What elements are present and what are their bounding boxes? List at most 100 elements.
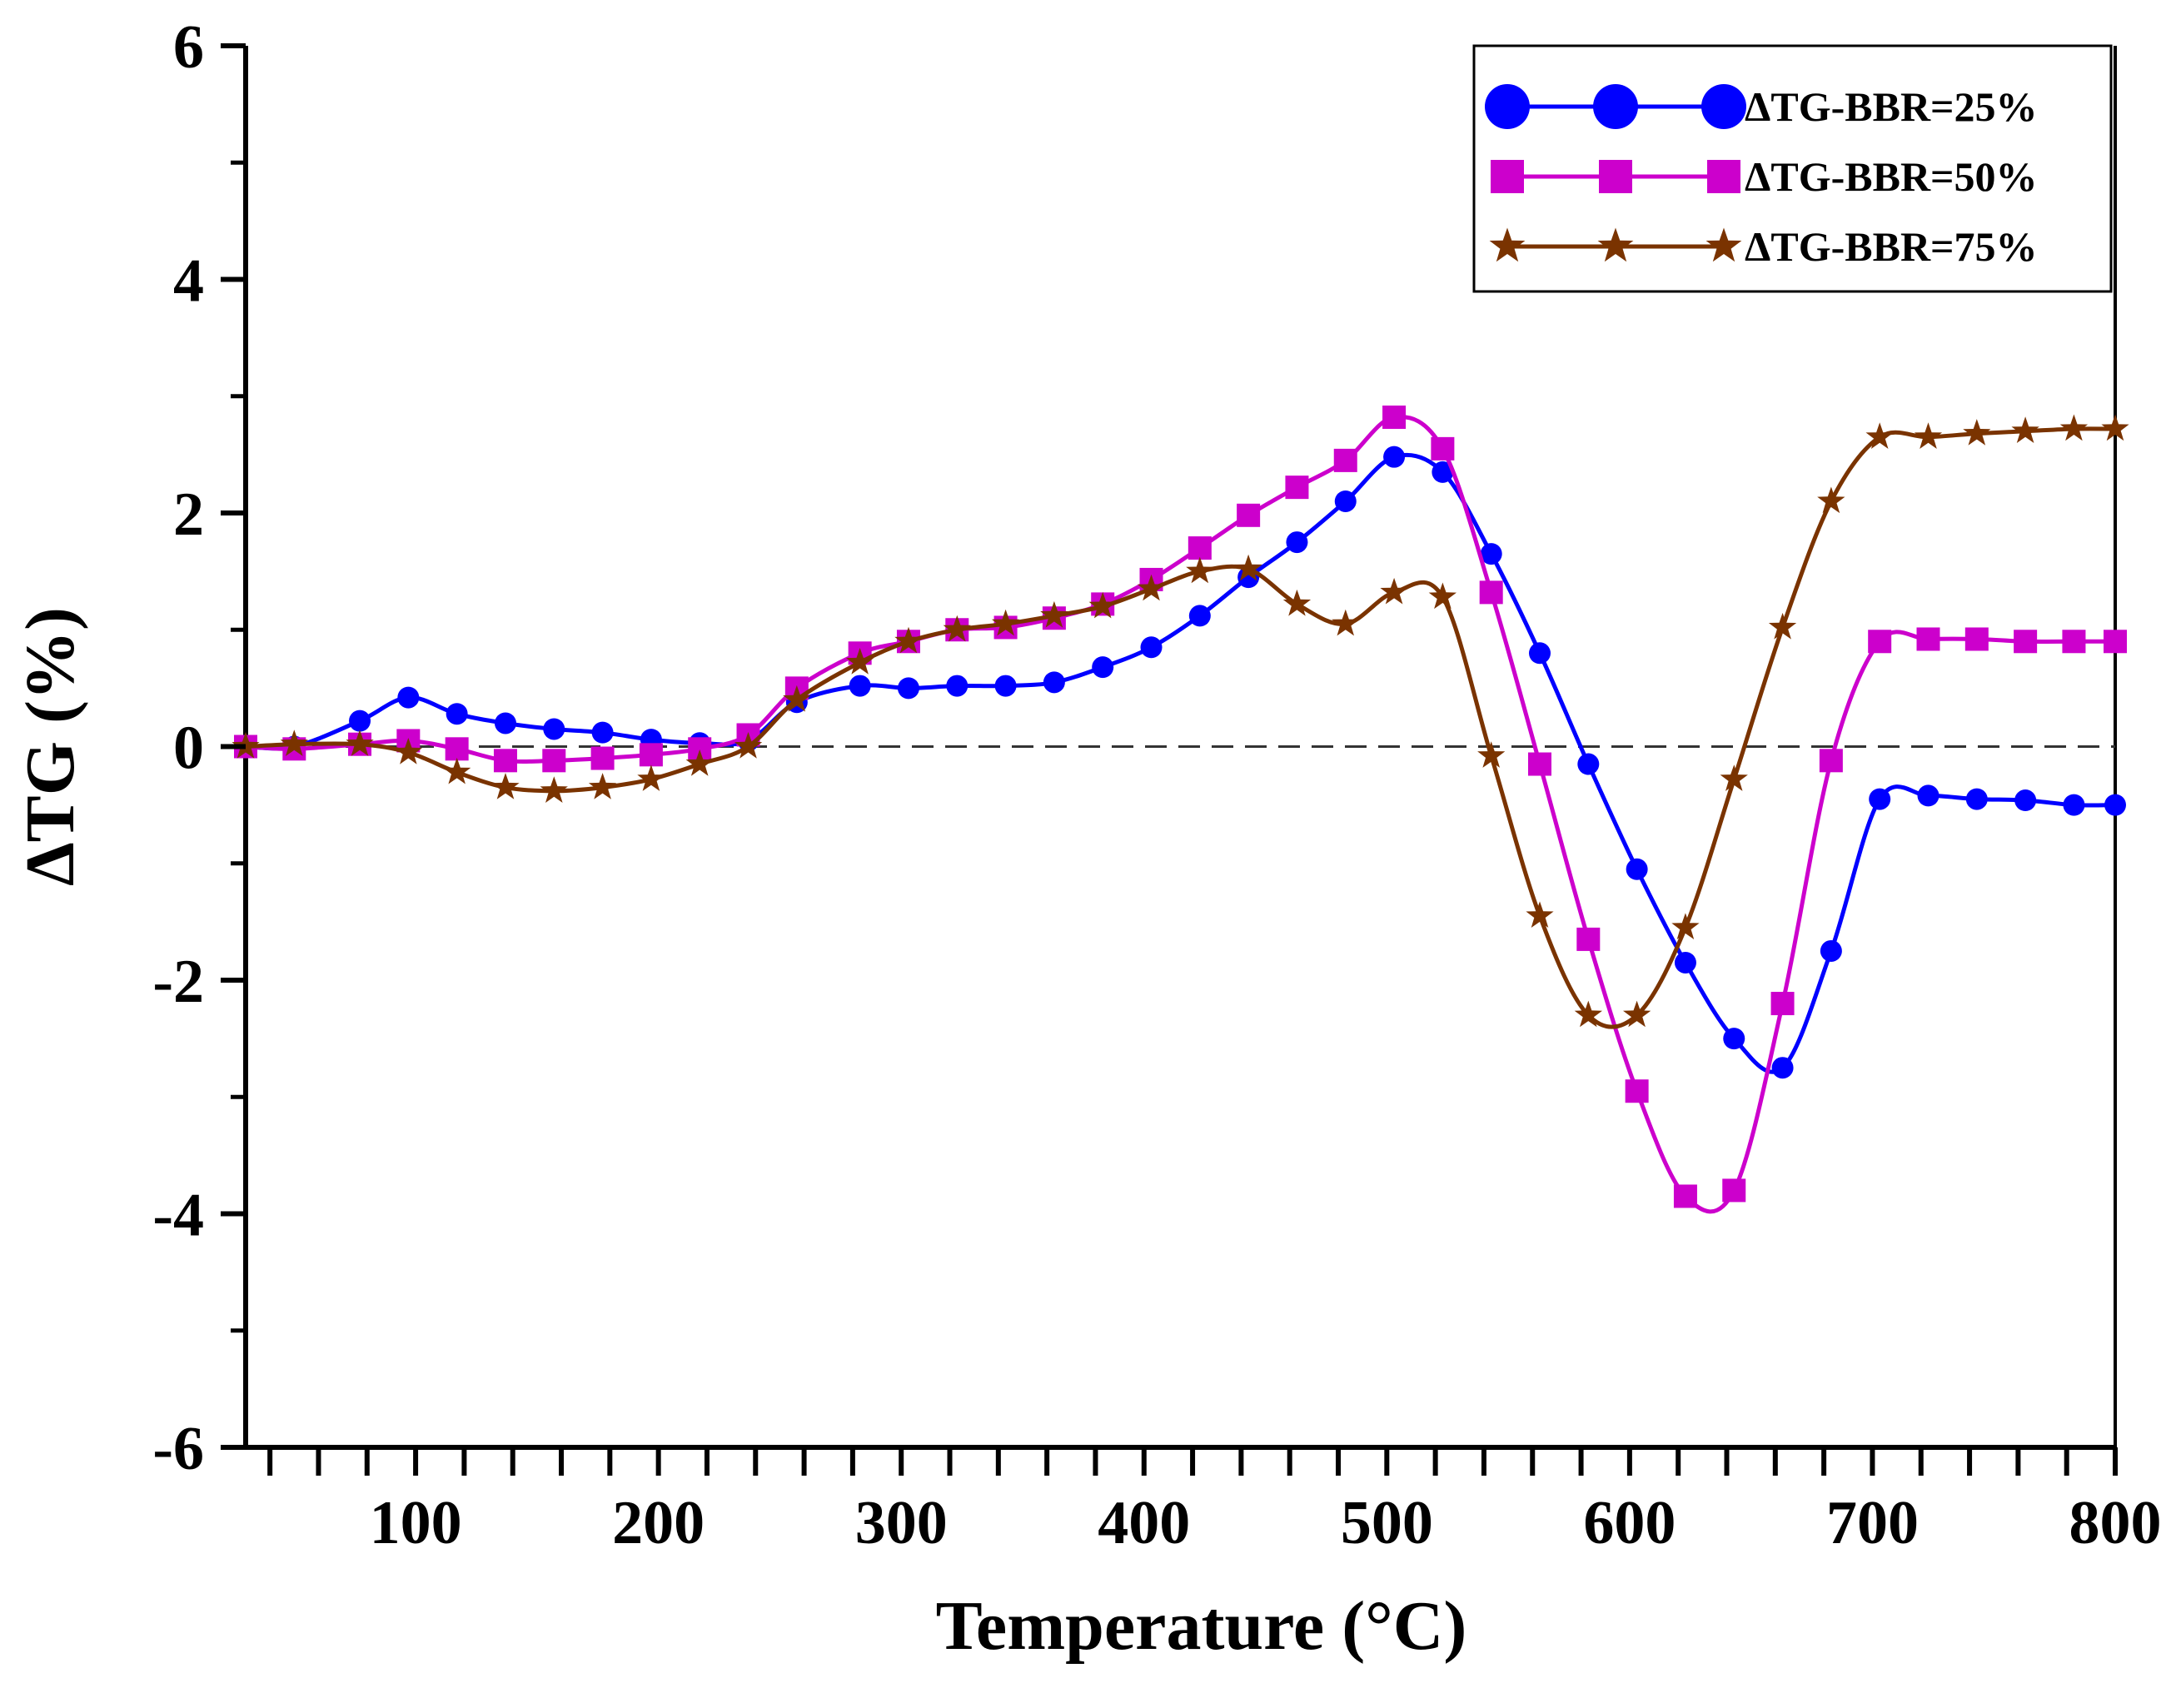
legend-box [1472, 44, 2113, 293]
x-tick-label: 500 [1341, 1489, 1433, 1557]
series-group [234, 405, 2127, 1214]
data-point [491, 773, 520, 799]
data-point [1092, 656, 1114, 679]
data-point [1574, 1000, 1602, 1028]
data-point [542, 749, 566, 773]
data-point [543, 718, 565, 740]
data-point [1576, 927, 1601, 951]
data-point [1593, 84, 1638, 129]
data-point [1432, 461, 1454, 483]
data-point [446, 703, 468, 725]
data-point [685, 749, 714, 776]
data-point [2062, 630, 2086, 654]
x-tick-label: 200 [612, 1489, 705, 1557]
data-point [1237, 503, 1261, 527]
data-point [2011, 416, 2039, 443]
data-point [1334, 490, 1357, 512]
data-point [1963, 419, 1991, 446]
data-point [1705, 227, 1742, 262]
data-point [1964, 627, 1989, 651]
data-point [1868, 630, 1892, 654]
data-point [1625, 1079, 1649, 1103]
data-point [1817, 486, 1845, 514]
data-point [1382, 405, 1407, 429]
legend-label: ΔTG-BBR=75% [1745, 223, 2038, 270]
legend: ΔTG-BBR=25% ΔTG-BBR=50% ΔTG-BBR=75% [1472, 44, 2113, 293]
data-point [734, 732, 763, 759]
data-point [1599, 160, 1632, 193]
data-point [1428, 582, 1456, 610]
y-tick-label: 2 [173, 481, 204, 549]
x-tick-label: 400 [1098, 1489, 1190, 1557]
data-point [1914, 422, 1943, 449]
data-point [1770, 992, 1795, 1016]
data-point [1137, 574, 1166, 601]
data-point [1526, 901, 1554, 928]
data-point [1623, 1000, 1651, 1028]
data-point [994, 675, 1017, 697]
data-point [1380, 577, 1408, 605]
data-point [1865, 422, 1894, 449]
data-point [846, 648, 874, 675]
data-point [2063, 794, 2085, 816]
data-point [1597, 227, 1634, 262]
legend-label: ΔTG-BBR=50% [1745, 153, 2038, 200]
data-point [1040, 600, 1068, 628]
y-tick-label: -6 [152, 1415, 204, 1483]
data-point [639, 743, 663, 767]
data-point [1282, 589, 1312, 616]
x-tick-label: 700 [1826, 1489, 1919, 1557]
x-tick-label: 100 [370, 1489, 462, 1557]
data-point [1332, 609, 1360, 636]
data-point [2014, 789, 2037, 812]
y-tick-label: -4 [152, 1182, 204, 1250]
data-point [1722, 1178, 1746, 1203]
data-point [2059, 414, 2089, 441]
y-tick-label: 0 [173, 715, 204, 783]
data-point [590, 746, 615, 770]
data-point [1477, 741, 1506, 768]
y-tick-label: 6 [173, 13, 204, 82]
data-point [1088, 591, 1117, 619]
data-point [1480, 543, 1502, 565]
data-point [349, 710, 371, 732]
data-point [280, 730, 308, 756]
data-point [1820, 939, 1842, 962]
data-point [588, 773, 617, 799]
data-point [849, 675, 871, 697]
data-point [1188, 536, 1212, 560]
data-point [445, 737, 469, 761]
data-point [494, 712, 516, 734]
data-point [1917, 784, 1939, 807]
y-tick-label: -2 [152, 948, 204, 1016]
data-point [1491, 160, 1524, 193]
data-point [1701, 84, 1746, 129]
data-point [1186, 556, 1214, 584]
data-point [637, 764, 665, 791]
data-point [1626, 858, 1648, 880]
data-point [1234, 554, 1262, 581]
data-point [1485, 84, 1530, 129]
data-point [2104, 630, 2127, 654]
data-point [1188, 605, 1211, 627]
data-point [1285, 476, 1309, 500]
legend-item: ΔTG-BBR=75% [1489, 223, 2038, 270]
x-axis-title: Temperature (°C) [936, 1587, 1467, 1665]
legend-item: ΔTG-BBR=50% [1491, 153, 2038, 200]
data-point [1431, 436, 1455, 461]
x-tick-label: 800 [2069, 1489, 2162, 1557]
data-point [1140, 636, 1163, 659]
series-group [232, 414, 2129, 1029]
series-line [246, 415, 2115, 1214]
data-point [1333, 448, 1357, 472]
x-tick-label: 300 [855, 1489, 948, 1557]
data-point [1286, 531, 1308, 554]
data-point [493, 749, 517, 773]
data-point [1674, 951, 1696, 974]
data-point [2104, 794, 2126, 816]
data-point [783, 685, 811, 712]
data-point [394, 738, 422, 764]
data-point [2101, 414, 2129, 441]
data-point [1528, 752, 1552, 776]
